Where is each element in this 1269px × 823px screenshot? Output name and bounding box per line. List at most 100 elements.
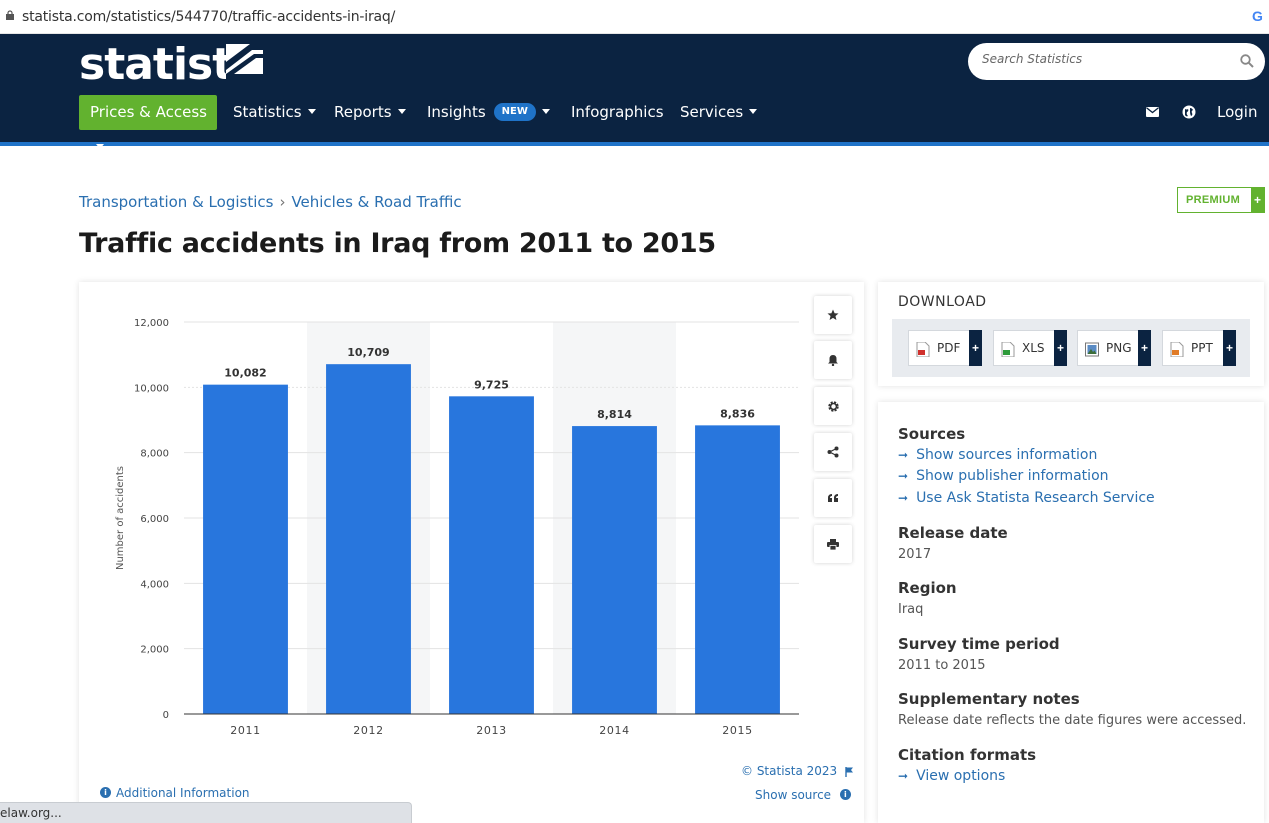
citation-formats-heading: Citation formats (898, 746, 1037, 764)
release-date-heading: Release date (898, 524, 1008, 542)
show-source-text: Show source (755, 788, 832, 802)
supplementary-notes-value: Release date reflects the date figures w… (898, 713, 1247, 728)
show-publisher-link[interactable]: ➞ Show publisher information (898, 468, 1109, 484)
y-tick-label: 4,000 (140, 579, 169, 590)
download-title: DOWNLOAD (898, 294, 987, 310)
search-box[interactable] (968, 43, 1265, 80)
download-pdf-label: PDF (937, 341, 961, 355)
browser-address-bar[interactable]: statista.com/statistics/544770/traffic-a… (0, 0, 1269, 34)
nav-label: Infographics (571, 103, 664, 121)
y-tick-label: 8,000 (140, 449, 169, 460)
plus-icon: + (1054, 330, 1067, 366)
info-icon: i (100, 787, 111, 798)
premium-badge[interactable]: PREMIUM + (1177, 187, 1265, 213)
sources-heading: Sources (898, 425, 966, 443)
quote-icon (828, 494, 838, 502)
survey-period-value: 2011 to 2015 (898, 658, 986, 673)
gear-icon (827, 400, 839, 412)
chart-card: 0 2,000 4,000 6,000 8,000 10,000 12,000 10,082 2… (79, 282, 864, 823)
supplementary-notes-heading: Supplementary notes (898, 690, 1080, 708)
chevron-down-icon (397, 109, 406, 114)
lock-icon (6, 10, 14, 20)
nav-services[interactable]: Services (680, 95, 758, 130)
share-icon (827, 446, 839, 458)
breadcrumb: Transportation & Logistics › Vehicles & Ro… (79, 193, 462, 211)
share-button[interactable] (814, 433, 852, 471)
x-tick-label: 2013 (476, 724, 506, 737)
link-text: Use Ask Statista Research Service (916, 490, 1155, 506)
download-card: DOWNLOAD PDF + XLS + PNG + PPT + (878, 282, 1264, 386)
nav-insights[interactable]: Insights NEW (427, 95, 550, 130)
x-tick-label: 2014 (599, 724, 629, 737)
nav-label: Prices & Access (90, 103, 207, 121)
view-options-link[interactable]: ➞ View options (898, 768, 1005, 784)
nav-infographics[interactable]: Infographics (571, 95, 664, 130)
nav-label: Reports (334, 103, 392, 121)
mail-icon[interactable] (1146, 107, 1159, 117)
nav-statistics[interactable]: Statistics (233, 95, 316, 130)
chart-copyright[interactable]: © Statista 2023 (741, 764, 854, 778)
premium-label: PREMIUM (1186, 194, 1241, 206)
bar-chart: 0 2,000 4,000 6,000 8,000 10,000 12,000 10,082 2… (115, 318, 799, 737)
globe-icon[interactable] (1182, 105, 1196, 119)
statistic-details-card: Sources ➞ Show sources information ➞ Show … (878, 402, 1264, 823)
main-nav: Prices & Access Statistics Reports Insig… (0, 95, 1269, 149)
y-tick-label: 10,000 (134, 383, 169, 394)
x-tick-label: 2011 (230, 724, 260, 737)
breadcrumb-transportation[interactable]: Transportation & Logistics (79, 193, 274, 211)
show-sources-link[interactable]: ➞ Show sources information (898, 447, 1097, 463)
x-tick-label: 2012 (353, 724, 383, 737)
plus-icon: + (1138, 330, 1151, 366)
y-tick-label: 6,000 (140, 514, 169, 525)
bar (695, 425, 780, 714)
ask-statista-link[interactable]: ➞ Use Ask Statista Research Service (898, 490, 1155, 506)
survey-period-heading: Survey time period (898, 635, 1060, 653)
status-text: elaw.org... (0, 806, 62, 820)
show-source-link[interactable]: Show source i (755, 788, 851, 802)
download-png-button[interactable]: PNG + (1077, 330, 1151, 366)
settings-button[interactable] (814, 387, 852, 425)
url-text[interactable]: statista.com/statistics/544770/traffic-a… (22, 9, 396, 25)
nav-label: Insights (427, 103, 486, 121)
region-heading: Region (898, 579, 957, 597)
download-bar: PDF + XLS + PNG + PPT + (892, 319, 1250, 377)
download-ppt-label: PPT (1191, 341, 1213, 355)
download-xls-button[interactable]: XLS + (993, 330, 1067, 366)
download-ppt-button[interactable]: PPT + (1162, 330, 1236, 366)
chevron-down-icon (307, 109, 316, 114)
notification-button[interactable] (814, 341, 852, 379)
data-label: 8,814 (597, 408, 632, 421)
google-icon[interactable]: G (1252, 8, 1263, 24)
xls-file-icon (1001, 342, 1015, 357)
y-tick-label: 2,000 (140, 645, 169, 656)
data-label: 10,709 (347, 346, 389, 359)
x-tick-label: 2015 (722, 724, 752, 737)
cite-button[interactable] (814, 479, 852, 517)
statista-logo-mark-icon[interactable] (226, 44, 263, 80)
page-title: Traffic accidents in Iraq from 2011 to 2… (79, 228, 716, 259)
print-icon (827, 538, 839, 550)
pdf-file-icon (916, 342, 930, 357)
arrow-right-icon: ➞ (898, 469, 909, 483)
print-button[interactable] (814, 525, 852, 563)
breadcrumb-separator: › (279, 193, 286, 211)
browser-status-bar: elaw.org... (0, 802, 412, 823)
star-icon (827, 309, 839, 320)
chevron-down-icon (749, 109, 758, 114)
plus-icon: + (969, 330, 982, 366)
login-link[interactable]: Login (1217, 103, 1258, 121)
bell-icon (828, 355, 838, 366)
breadcrumb-vehicles[interactable]: Vehicles & Road Traffic (291, 193, 462, 211)
plus-icon: + (1251, 188, 1264, 212)
additional-info-text: Additional Information (116, 786, 250, 800)
nav-reports[interactable]: Reports (334, 95, 406, 130)
nav-prices-access[interactable]: Prices & Access (79, 95, 217, 149)
download-png-label: PNG (1106, 341, 1132, 355)
additional-information-link[interactable]: i Additional Information (100, 786, 250, 800)
search-icon[interactable] (1240, 54, 1254, 68)
bar (449, 396, 534, 714)
download-pdf-button[interactable]: PDF + (908, 330, 982, 366)
search-input[interactable] (982, 52, 1232, 66)
favorite-button[interactable] (814, 296, 852, 334)
arrow-right-icon: ➞ (898, 448, 909, 462)
